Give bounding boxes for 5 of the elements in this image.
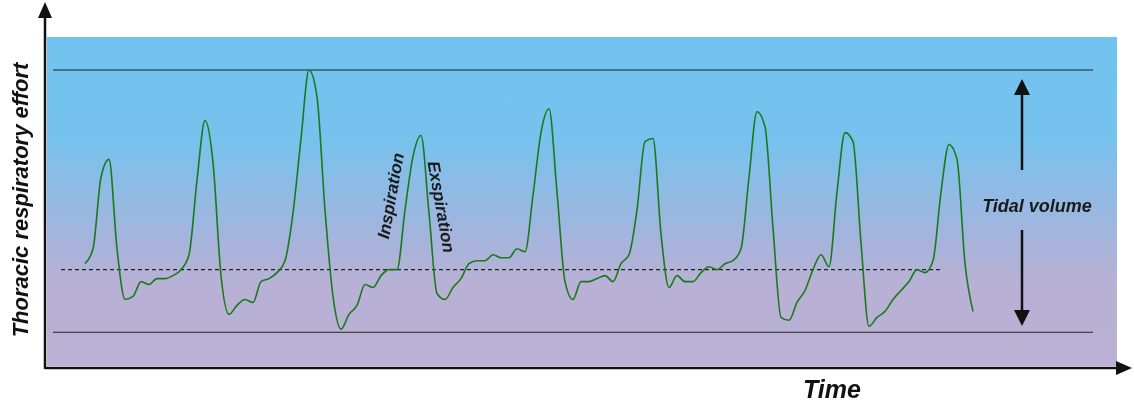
annotation: Tidal volume	[982, 195, 1092, 216]
x-axis-title: Time	[803, 374, 862, 403]
y-axis-title: Thoracic respiratory effort	[7, 60, 33, 338]
annotation: Exspiration	[423, 159, 459, 255]
annotation: Inspiration	[374, 151, 408, 241]
